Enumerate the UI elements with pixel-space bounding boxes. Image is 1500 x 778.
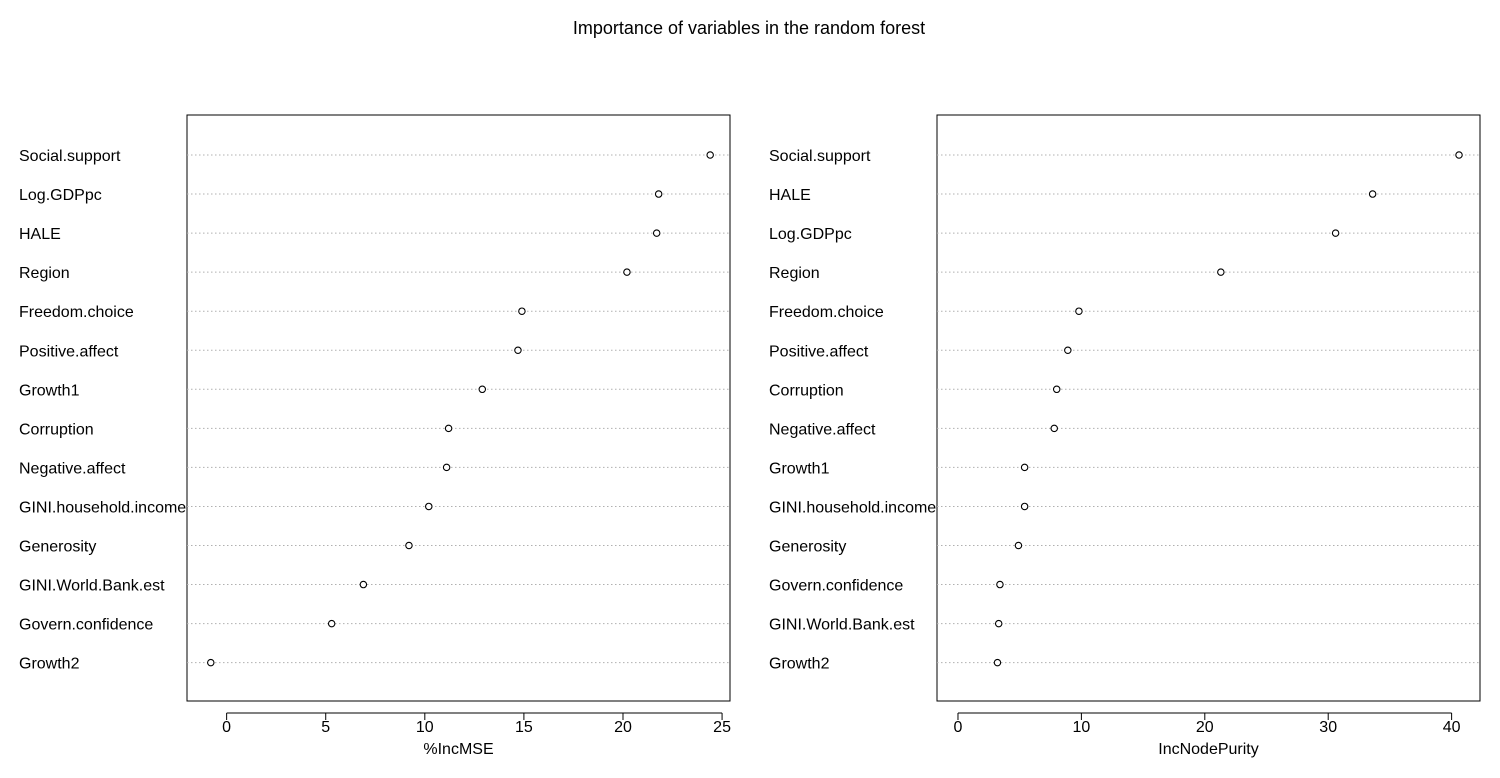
category-label: Growth1 <box>19 382 80 399</box>
data-point <box>996 580 1004 589</box>
x-tick-label: 10 <box>416 719 434 736</box>
data-point <box>207 658 215 667</box>
category-label: GINI.household.income <box>769 499 936 516</box>
data-point <box>359 580 368 589</box>
data-point <box>993 658 1002 667</box>
data-point <box>1455 151 1463 159</box>
category-label: Growth1 <box>769 460 830 477</box>
x-axis-label: IncNodePurity <box>1158 741 1259 758</box>
category-label: Growth2 <box>19 656 80 673</box>
x-tick-label: 25 <box>713 719 731 736</box>
category-label: Generosity <box>769 539 846 556</box>
category-label: Negative.affect <box>19 460 126 477</box>
category-label: Corruption <box>769 382 844 399</box>
data-point <box>478 385 487 394</box>
category-label: Social.support <box>19 148 121 165</box>
category-label: Growth2 <box>769 656 830 673</box>
category-label: Region <box>19 265 70 282</box>
data-point <box>1075 307 1083 315</box>
category-label: HALE <box>19 226 61 243</box>
data-point <box>1020 502 1029 511</box>
data-point <box>652 229 661 237</box>
dotchart-panel-2: Social.support HALE Log.GDPpc Region Freedom… <box>769 114 1481 758</box>
category-label: GINI.household.income <box>19 499 186 516</box>
x-tick-label: 0 <box>954 719 963 736</box>
data-point <box>1064 346 1072 354</box>
category-label: Positive.affect <box>769 343 869 360</box>
data-point <box>327 619 336 628</box>
category-label: HALE <box>769 187 811 204</box>
category-label: Corruption <box>19 421 94 438</box>
data-point <box>1052 385 1061 394</box>
data-point <box>623 268 631 276</box>
data-point <box>442 463 451 472</box>
data-point <box>1050 424 1058 433</box>
data-point <box>405 541 413 550</box>
category-label: GINI.World.Bank.est <box>19 578 165 595</box>
category-label: Log.GDPpc <box>19 187 102 204</box>
category-label: Govern.confidence <box>769 578 903 595</box>
x-tick-label: 30 <box>1319 719 1337 736</box>
category-label: Freedom.choice <box>19 304 134 321</box>
plot-frame <box>936 114 1481 702</box>
data-point <box>444 424 453 433</box>
data-point <box>994 619 1003 628</box>
plot-frame <box>186 114 731 702</box>
data-point <box>1368 190 1377 198</box>
x-tick-label: 20 <box>614 719 632 736</box>
category-label: Positive.affect <box>19 343 119 360</box>
category-label: Log.GDPpc <box>769 226 852 243</box>
category-label: Social.support <box>769 148 871 165</box>
data-point <box>706 151 714 159</box>
x-tick-label: 40 <box>1443 719 1461 736</box>
x-axis-label: %IncMSE <box>423 741 493 758</box>
x-tick-label: 5 <box>321 719 330 736</box>
category-label: Govern.confidence <box>19 617 153 634</box>
x-tick-label: 15 <box>515 719 533 736</box>
data-point <box>1331 229 1340 237</box>
x-tick-label: 10 <box>1072 719 1090 736</box>
x-tick-label: 20 <box>1196 719 1214 736</box>
category-label: Region <box>769 265 820 282</box>
x-tick-label: 0 <box>222 719 231 736</box>
data-point <box>654 190 663 198</box>
category-label: Freedom.choice <box>769 304 884 321</box>
data-point <box>518 307 526 315</box>
data-point <box>514 346 522 354</box>
category-label: GINI.World.Bank.est <box>769 617 915 634</box>
data-point <box>1217 268 1225 276</box>
category-label: Negative.affect <box>769 421 876 438</box>
dotchart-panel-1: Social.support Log.GDPpc HALE Region Freedom… <box>19 114 731 758</box>
chart-title: Importance of variables in the random fo… <box>573 18 925 38</box>
data-point <box>1014 541 1023 550</box>
data-point <box>1020 463 1029 472</box>
data-point <box>425 502 433 511</box>
category-label: Generosity <box>19 539 96 556</box>
